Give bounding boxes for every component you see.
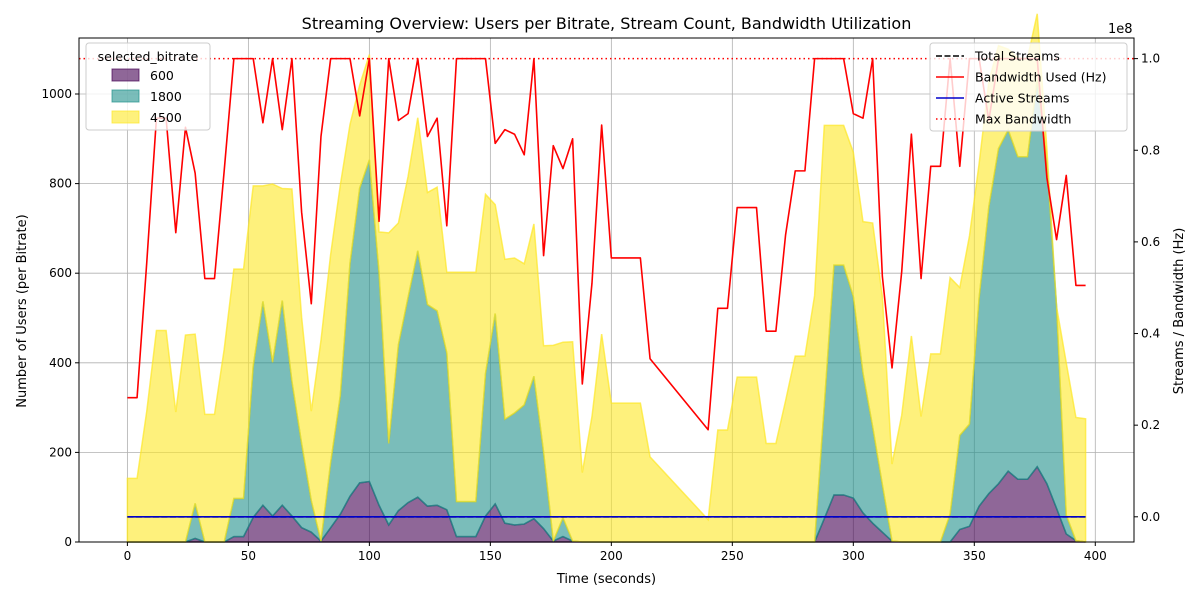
x-tick-label-0: 0 — [124, 549, 132, 563]
lines-legend-label-1: Bandwidth Used (Hz) — [975, 70, 1107, 85]
plot-frame — [78, 37, 1135, 543]
bitrate-legend-label-4500: 4500 — [150, 110, 182, 125]
x-tick-label-1: 50 — [241, 549, 256, 563]
y2-tick-label-0: 0.0 — [1141, 510, 1160, 524]
y-axis-label: Number of Users (per Bitrate) — [15, 214, 30, 407]
lines — [79, 57, 1134, 518]
bitrate-legend-label-1800: 1800 — [150, 89, 182, 104]
y2-tick-label-2: 0.4 — [1141, 327, 1160, 341]
bitrate-legend-swatch-4500 — [111, 110, 140, 124]
lines-legend-label-0: Total Streams — [974, 49, 1060, 64]
y-axis-ticks: 0 200 400 600 800 1000 — [41, 87, 79, 549]
x-tick-label-6: 300 — [842, 549, 865, 563]
y2-tick-label-3: 0.6 — [1141, 235, 1160, 249]
lines-legend: Total Streams Bandwidth Used (Hz) Active S… — [929, 42, 1128, 132]
bitrate-legend-label-600: 600 — [150, 68, 174, 83]
chart-title: Streaming Overview: Users per Bitrate, S… — [302, 14, 912, 33]
y2-tick-label-1: 0.2 — [1141, 418, 1160, 432]
y-tick-label-3: 600 — [49, 266, 72, 280]
lines-legend-label-2: Active Streams — [975, 91, 1069, 106]
x-tick-label-8: 400 — [1084, 549, 1107, 563]
x-tick-label-5: 250 — [721, 549, 744, 563]
x-axis-label: Time (seconds) — [556, 572, 656, 587]
y2-tick-label-5: 1.0 — [1141, 52, 1160, 66]
y-tick-label-1: 200 — [49, 445, 72, 459]
x-tick-label-4: 200 — [600, 549, 623, 563]
bitrate-legend-swatch-600 — [111, 68, 140, 82]
x-tick-label-7: 350 — [963, 549, 986, 563]
lines-legend-label-3: Max Bandwidth — [975, 112, 1071, 127]
bitrate-legend-box — [85, 42, 211, 131]
y2-tick-label-4: 0.8 — [1141, 143, 1160, 157]
y2-axis-label: Streams / Bandwidth (Hz) — [1172, 228, 1187, 395]
bitrate-legend-swatch-1800 — [111, 89, 140, 103]
y2-axis-ticks: 0.0 0.2 0.4 0.6 0.8 1.0 — [1134, 52, 1160, 524]
x-axis-ticks: 0 50 100 150 200 250 300 350 400 — [124, 542, 1107, 563]
bitrate-legend: selected_bitrate 600 1800 4500 — [85, 42, 211, 131]
y-tick-label-2: 400 — [49, 356, 72, 370]
lines-legend-box — [929, 42, 1128, 132]
y-tick-label-4: 800 — [49, 177, 72, 191]
x-tick-label-2: 100 — [358, 549, 381, 563]
x-tick-label-3: 150 — [479, 549, 502, 563]
y-tick-label-5: 1000 — [41, 87, 72, 101]
bitrate-legend-title: selected_bitrate — [98, 49, 199, 64]
y2-offset-text: 1e8 — [1108, 22, 1133, 37]
y-tick-label-0: 0 — [64, 535, 72, 549]
bandwidth-used-line — [127, 57, 1086, 431]
stacked-areas — [126, 13, 1087, 543]
